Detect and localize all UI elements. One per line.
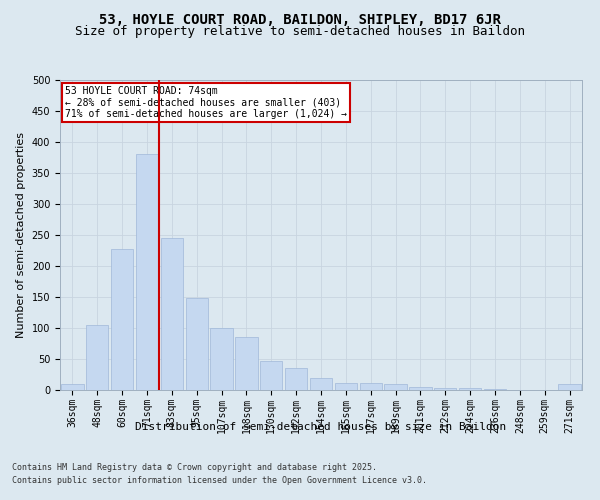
- Text: Size of property relative to semi-detached houses in Baildon: Size of property relative to semi-detach…: [75, 25, 525, 38]
- Bar: [434, 388, 457, 390]
- Text: Contains public sector information licensed under the Open Government Licence v3: Contains public sector information licen…: [12, 476, 427, 485]
- Bar: [285, 368, 307, 390]
- Bar: [409, 387, 431, 390]
- Bar: [86, 325, 109, 390]
- Text: Distribution of semi-detached houses by size in Baildon: Distribution of semi-detached houses by …: [136, 422, 506, 432]
- Y-axis label: Number of semi-detached properties: Number of semi-detached properties: [16, 132, 26, 338]
- Bar: [161, 238, 183, 390]
- Bar: [335, 382, 357, 390]
- Bar: [235, 338, 257, 390]
- Text: 53 HOYLE COURT ROAD: 74sqm
← 28% of semi-detached houses are smaller (403)
71% o: 53 HOYLE COURT ROAD: 74sqm ← 28% of semi…: [65, 86, 347, 120]
- Bar: [260, 361, 283, 390]
- Text: Contains HM Land Registry data © Crown copyright and database right 2025.: Contains HM Land Registry data © Crown c…: [12, 462, 377, 471]
- Bar: [111, 248, 133, 390]
- Bar: [310, 378, 332, 390]
- Bar: [385, 384, 407, 390]
- Bar: [61, 384, 83, 390]
- Text: 53, HOYLE COURT ROAD, BAILDON, SHIPLEY, BD17 6JR: 53, HOYLE COURT ROAD, BAILDON, SHIPLEY, …: [99, 12, 501, 26]
- Bar: [359, 382, 382, 390]
- Bar: [185, 298, 208, 390]
- Bar: [559, 384, 581, 390]
- Bar: [136, 154, 158, 390]
- Bar: [459, 388, 481, 390]
- Bar: [211, 328, 233, 390]
